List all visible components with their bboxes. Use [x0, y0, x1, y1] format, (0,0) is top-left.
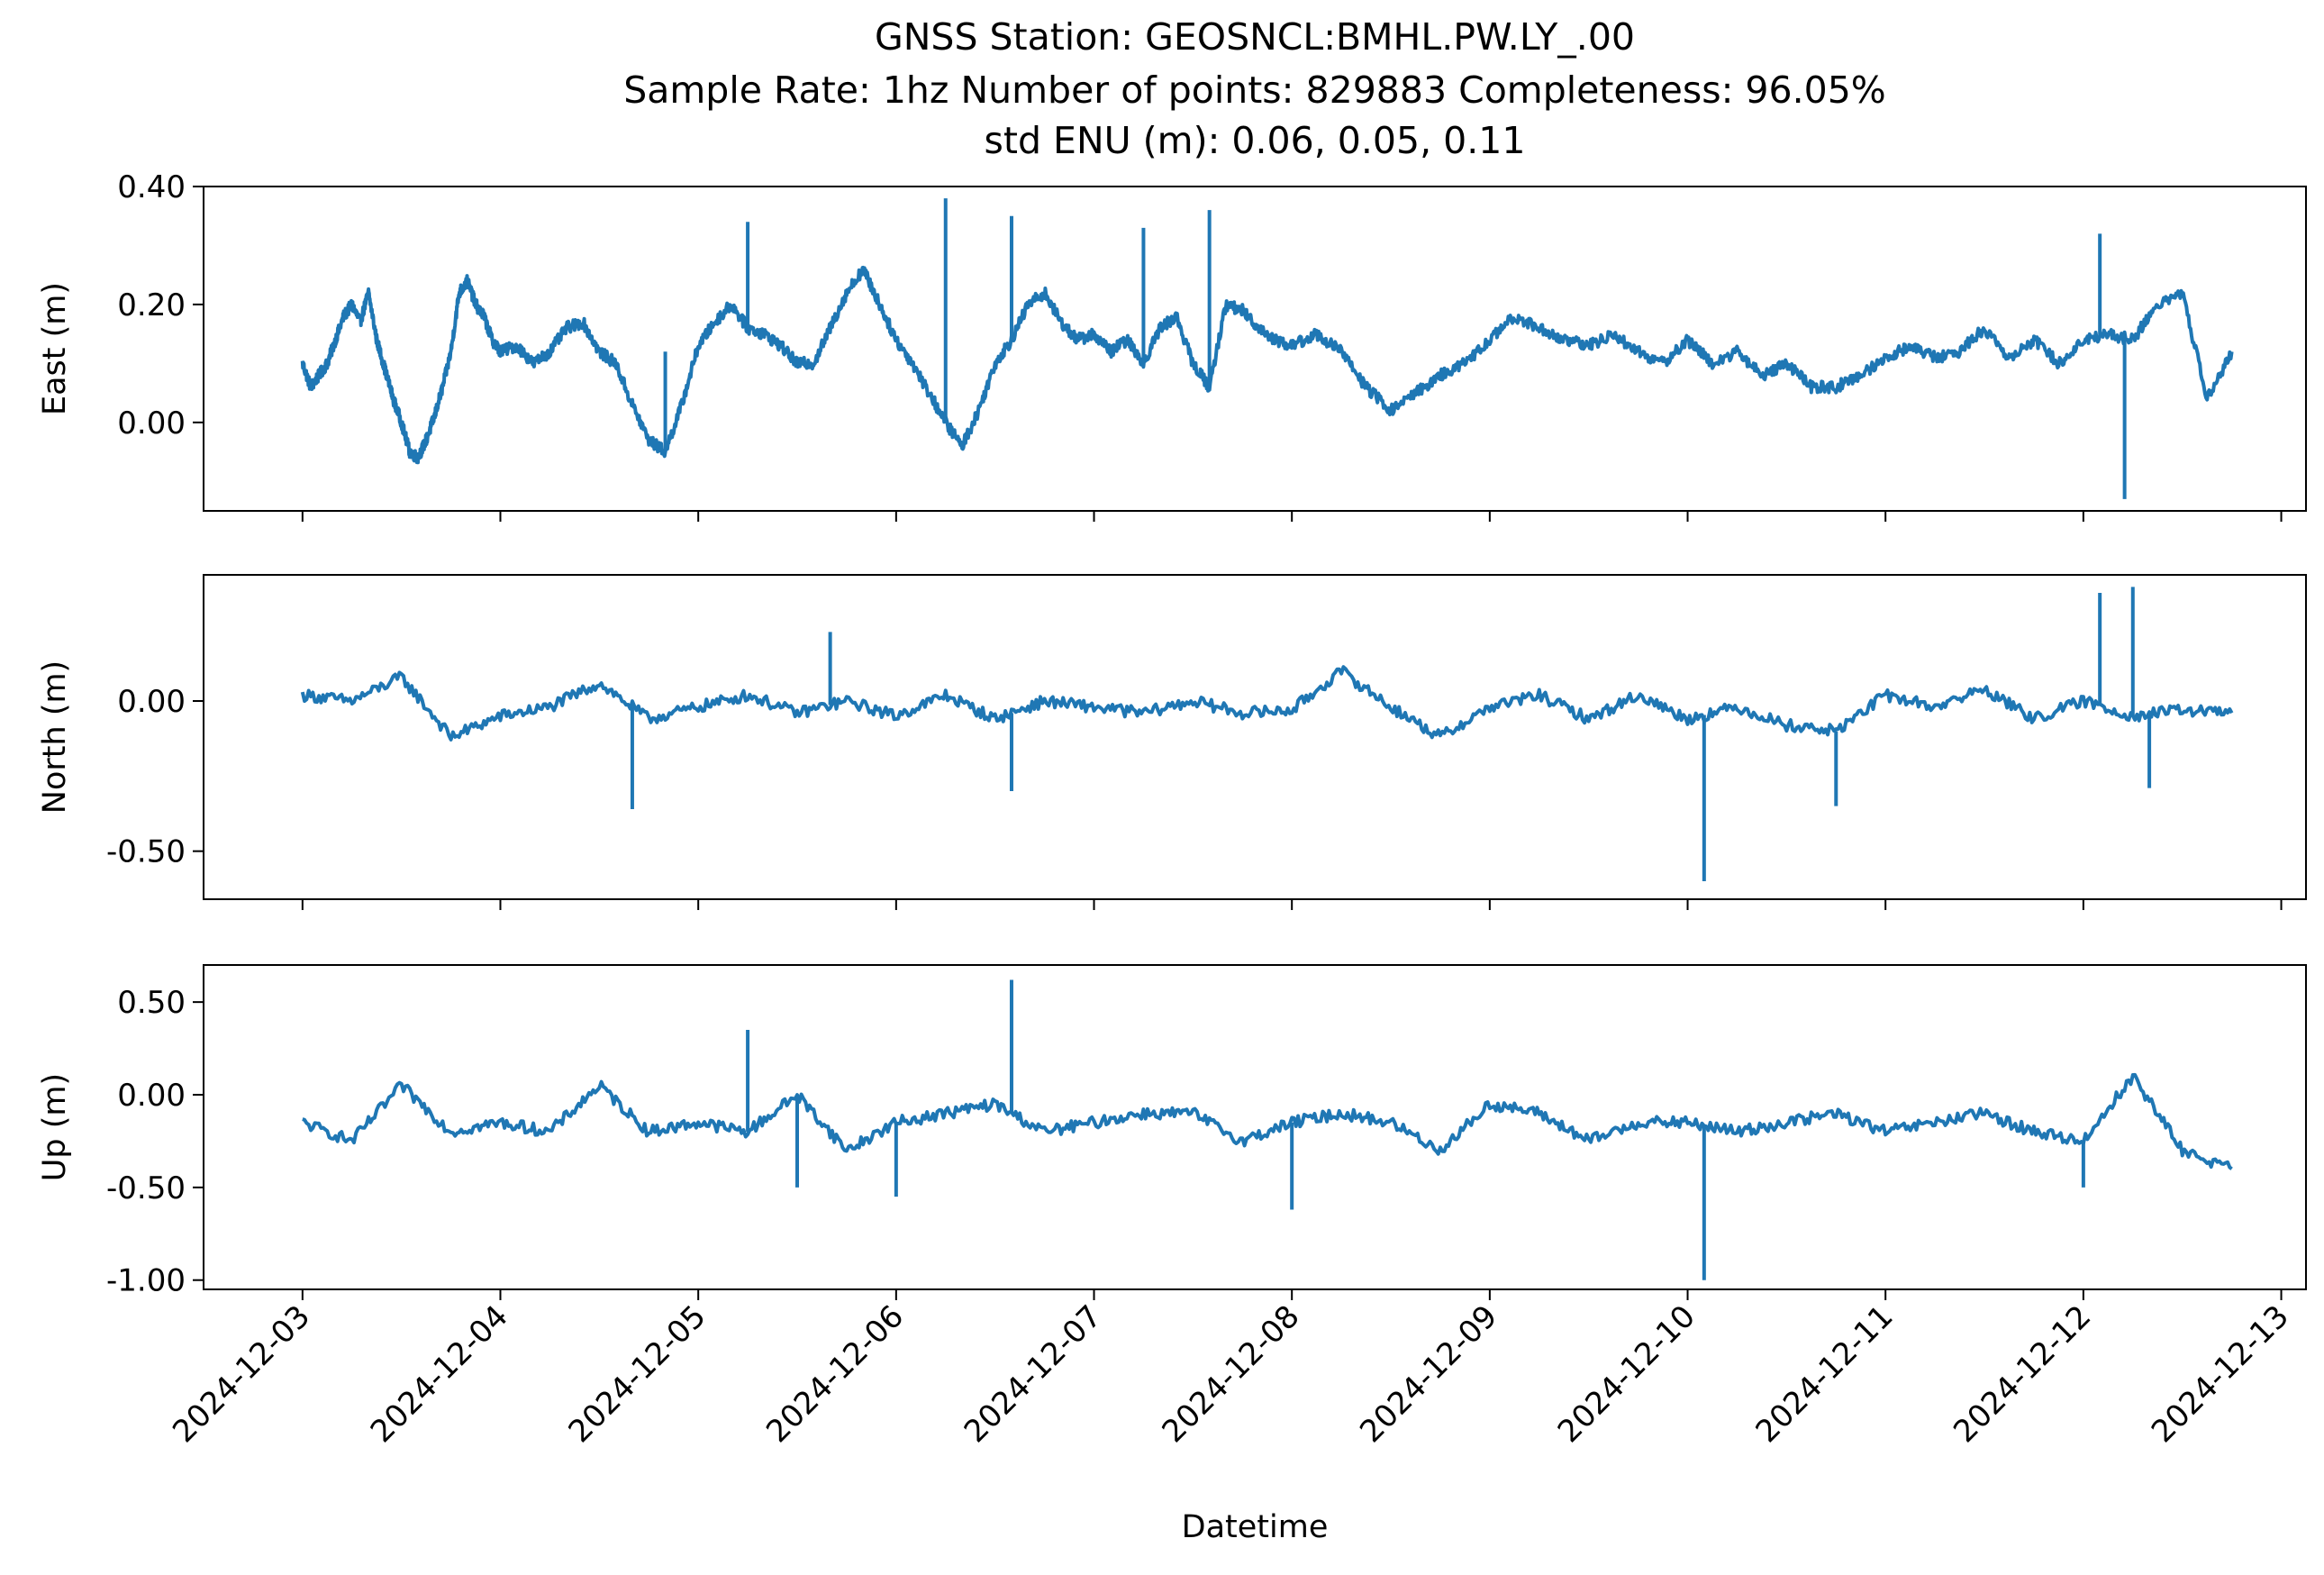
y-tick-label: -0.50 [106, 1170, 186, 1206]
x-axis-label: Datetime [1182, 1509, 1329, 1545]
figure-title-line-1: GNSS Station: GEOSNCL:BMHL.PW.LY_.00 [875, 15, 1635, 59]
axes-frame [203, 574, 2307, 900]
y-tick-label: 0.50 [117, 985, 186, 1021]
axes-frame [203, 186, 2307, 512]
axes-frame [203, 964, 2307, 1290]
figure-title-line-3: std ENU (m): 0.06, 0.05, 0.11 [985, 119, 1526, 162]
y-axis-label: North (m) [37, 660, 73, 814]
east-panel: 0.00 0.20 0.40 East (m) [37, 169, 2307, 522]
series-line [302, 1072, 2233, 1170]
y-axis-label: Up (m) [37, 1073, 73, 1181]
figure-title-line-2: Sample Rate: 1hz Number of points: 82988… [623, 68, 1886, 112]
series-line [300, 665, 2234, 742]
y-tick-label: 0.00 [117, 1078, 186, 1114]
north-panel: 0.00 -0.50 North (m) [37, 574, 2307, 910]
y-tick-label: -1.00 [106, 1263, 186, 1299]
y-axis-label: East (m) [37, 282, 73, 415]
y-tick-label: 0.00 [117, 405, 186, 442]
y-tick-label: 0.00 [117, 684, 186, 720]
y-tick-label: -0.50 [106, 834, 186, 870]
y-tick-label: 0.40 [117, 169, 186, 205]
y-tick-label: 0.20 [117, 287, 186, 323]
